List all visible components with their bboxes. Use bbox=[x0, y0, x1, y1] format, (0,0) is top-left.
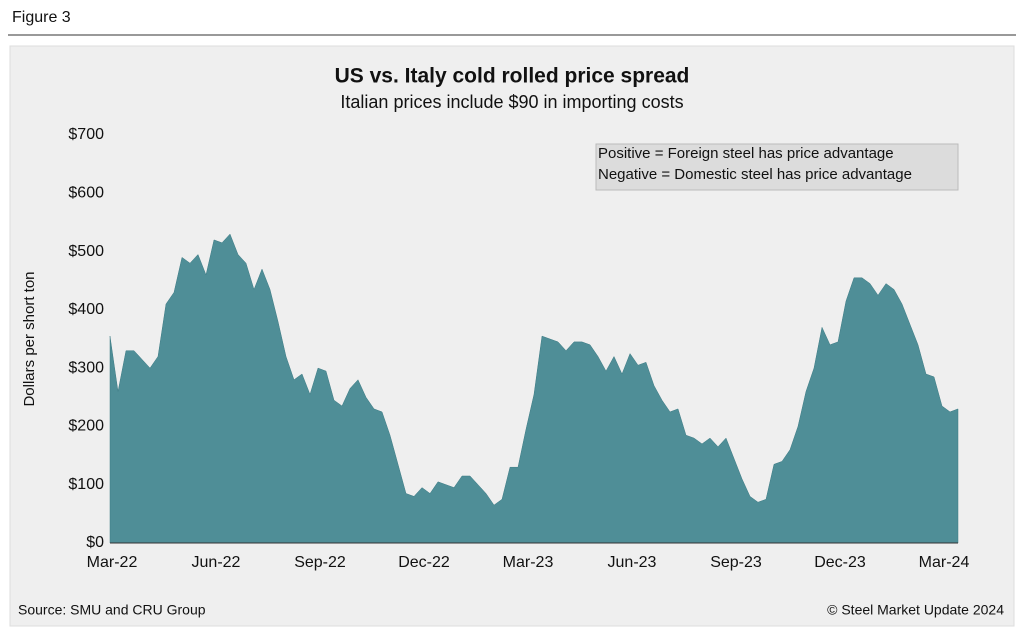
x-tick-label: Jun-22 bbox=[192, 554, 241, 571]
y-tick-label: $400 bbox=[68, 301, 104, 318]
x-tick-label: Jun-23 bbox=[608, 554, 657, 571]
x-tick-label: Dec-22 bbox=[398, 554, 450, 571]
y-tick-label: $700 bbox=[68, 126, 104, 143]
chart-title: US vs. Italy cold rolled price spread bbox=[335, 65, 690, 88]
y-tick-label: $500 bbox=[68, 243, 104, 260]
chart-subtitle: Italian prices include $90 in importing … bbox=[340, 92, 683, 112]
x-tick-label: Mar-24 bbox=[919, 554, 970, 571]
y-tick-label: $200 bbox=[68, 418, 104, 435]
x-tick-label: Mar-22 bbox=[87, 554, 138, 571]
copyright: © Steel Market Update 2024 bbox=[827, 602, 1004, 618]
y-tick-label: $600 bbox=[68, 185, 104, 202]
x-tick-label: Mar-23 bbox=[503, 554, 554, 571]
x-tick-label: Sep-22 bbox=[294, 554, 346, 571]
y-tick-label: $100 bbox=[68, 476, 104, 493]
y-tick-label: $300 bbox=[68, 359, 104, 376]
x-tick-label: Sep-23 bbox=[710, 554, 762, 571]
source: Source: SMU and CRU Group bbox=[18, 602, 206, 618]
annotation-box bbox=[595, 143, 959, 191]
figure-label: Figure 3 bbox=[12, 9, 71, 26]
y-axis-label: Dollars per short ton bbox=[21, 271, 38, 406]
y-tick-label: $0 bbox=[86, 534, 104, 551]
x-tick-label: Dec-23 bbox=[814, 554, 866, 571]
annotation: Positive = Foreign steel has price advan… bbox=[598, 145, 894, 162]
area bbox=[109, 233, 959, 544]
annotation: Negative = Domestic steel has price adva… bbox=[598, 166, 912, 183]
